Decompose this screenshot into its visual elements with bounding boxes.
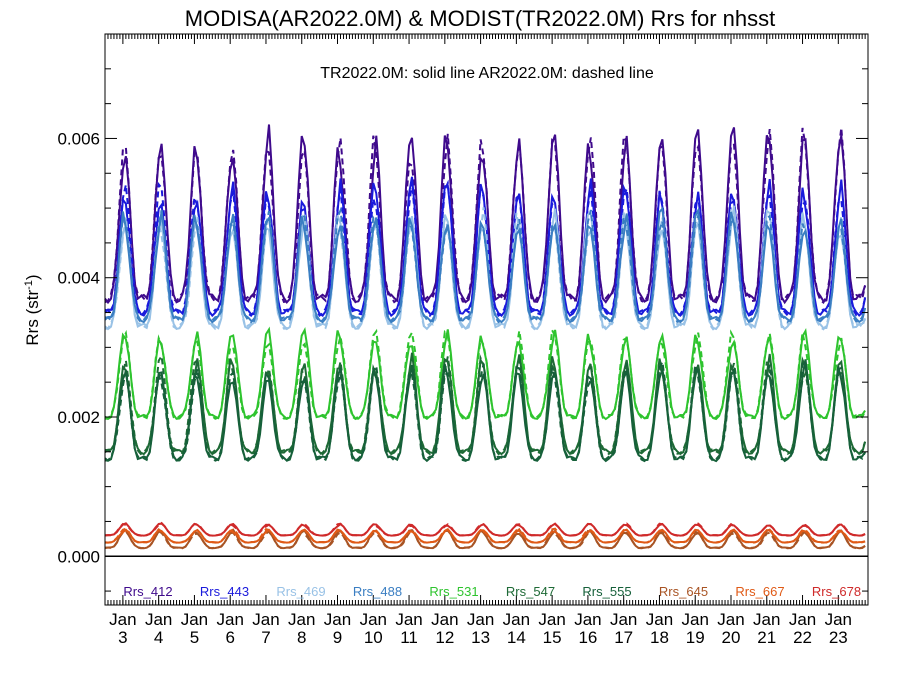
x-tick-year: 17 xyxy=(614,628,633,647)
x-tick-year: 19 xyxy=(686,628,705,647)
x-tick-month: Jan xyxy=(360,610,387,629)
y-axis-label: Rrs (str-1) xyxy=(23,274,42,345)
x-tick-month: Jan xyxy=(145,610,172,629)
legend-entry: Rrs_547 xyxy=(506,584,555,599)
x-tick-month: Jan xyxy=(467,610,494,629)
chart-title: MODISA(AR2022.0M) & MODIST(TR2022.0M) Rr… xyxy=(185,6,775,31)
series-line-rrs-555-dashed xyxy=(105,358,867,463)
series-line-rrs-531-dashed xyxy=(104,326,866,421)
x-tick-month: Jan xyxy=(181,610,208,629)
legend-entry: Rrs_469 xyxy=(276,584,325,599)
x-tick-month: Jan xyxy=(324,610,351,629)
legend: Rrs_412 Rrs_443 Rrs_469 Rrs_488 Rrs_531 Rrs_5… xyxy=(123,584,861,599)
x-tick-year: 13 xyxy=(471,628,490,647)
y-tick-label: 0.004 xyxy=(57,269,100,288)
series-line-rrs-645-dashed xyxy=(105,528,866,550)
legend-entry: Rrs_667 xyxy=(735,584,784,599)
x-tick-year: 4 xyxy=(154,628,163,647)
x-tick-month: Jan xyxy=(717,610,744,629)
x-tick-month: Jan xyxy=(753,610,780,629)
x-tick-month: Jan xyxy=(574,610,601,629)
x-tick-year: 7 xyxy=(261,628,270,647)
series-line-rrs-547-solid xyxy=(104,352,867,456)
x-tick-year: 10 xyxy=(364,628,383,647)
x-tick-month: Jan xyxy=(825,610,852,629)
series-line-rrs-488-dashed xyxy=(104,206,867,324)
series-line-rrs-667-dashed xyxy=(105,527,866,544)
x-tick-month: Jan xyxy=(503,610,530,629)
x-tick-year: 3 xyxy=(118,628,127,647)
x-tick-year: 8 xyxy=(297,628,306,647)
x-tick-year: 6 xyxy=(225,628,234,647)
x-tick-year: 16 xyxy=(578,628,597,647)
x-tick-month: Jan xyxy=(252,610,279,629)
y-tick-label: 0.002 xyxy=(57,408,100,427)
legend-entry: Rrs_488 xyxy=(353,584,402,599)
series-line-rrs-412-dashed xyxy=(104,127,867,305)
plot-frame xyxy=(104,33,869,606)
x-tick-month: Jan xyxy=(538,610,565,629)
x-tick-month: Jan xyxy=(395,610,422,629)
plot-area xyxy=(104,124,868,558)
x-tick-year: 5 xyxy=(190,628,199,647)
x-tick-month: Jan xyxy=(789,610,816,629)
x-tick-month: Jan xyxy=(109,610,136,629)
chart-subtitle: TR2022.0M: solid line AR2022.0M: dashed … xyxy=(320,65,654,82)
series-line-rrs-678-dashed xyxy=(104,521,866,537)
legend-entry: Rrs_645 xyxy=(659,584,708,599)
y-ticks: 0.000 0.002 0.004 0.006 xyxy=(57,68,868,592)
x-tick-year: 23 xyxy=(829,628,848,647)
series-line-rrs-555-solid xyxy=(104,359,866,463)
x-tick-month: Jan xyxy=(682,610,709,629)
legend-entry: Rrs_443 xyxy=(200,584,249,599)
y-tick-label: 0.006 xyxy=(57,129,100,148)
y-axis-label-sup: -1 xyxy=(23,280,35,290)
x-tick-year: 22 xyxy=(793,628,812,647)
x-tick-year: 20 xyxy=(722,628,741,647)
y-axis-label-main: Rrs (str xyxy=(23,290,42,346)
series-line-rrs-412-solid xyxy=(104,124,867,305)
x-tick-month: Jan xyxy=(431,610,458,629)
x-tick-month: Jan xyxy=(610,610,637,629)
y-tick-label: 0.000 xyxy=(57,547,100,566)
y-axis-label-end: ) xyxy=(23,274,42,280)
x-ticks: Jan3Jan4Jan5Jan6Jan7Jan8Jan9Jan10Jan11Ja… xyxy=(104,34,866,647)
legend-entry: Rrs_678 xyxy=(812,584,861,599)
x-tick-year: 15 xyxy=(543,628,562,647)
legend-entry: Rrs_531 xyxy=(429,584,478,599)
x-tick-year: 21 xyxy=(757,628,776,647)
x-tick-month: Jan xyxy=(216,610,243,629)
x-tick-year: 14 xyxy=(507,628,526,647)
legend-entry: Rrs_555 xyxy=(582,584,631,599)
x-tick-month: Jan xyxy=(288,610,315,629)
x-tick-month: Jan xyxy=(646,610,673,629)
x-tick-year: 18 xyxy=(650,628,669,647)
x-tick-year: 12 xyxy=(435,628,454,647)
x-tick-year: 9 xyxy=(333,628,342,647)
x-tick-year: 11 xyxy=(400,628,418,647)
legend-entry: Rrs_412 xyxy=(123,584,172,599)
